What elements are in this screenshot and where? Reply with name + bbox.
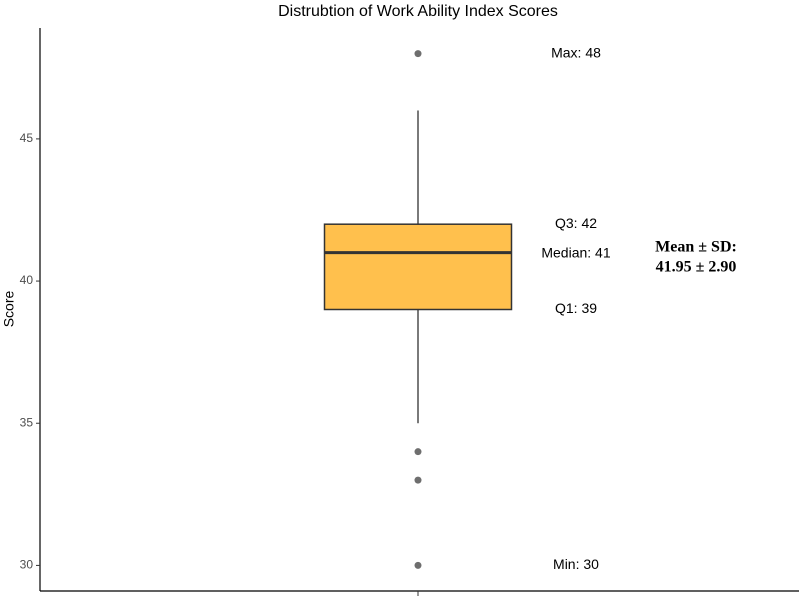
chart-title: Distrubtion of Work Ability Index Scores	[278, 3, 558, 20]
annotation: Median: 41	[541, 244, 610, 260]
outlier	[414, 448, 422, 456]
y-tick-label: 40	[20, 273, 34, 287]
annotation: Max: 48	[551, 44, 601, 60]
y-tick-label: 45	[20, 131, 34, 145]
annotation: Q3: 42	[555, 215, 597, 231]
outlier	[414, 561, 422, 569]
annotation: Min: 30	[553, 556, 599, 572]
y-tick-label: 30	[20, 558, 34, 572]
stats-label: 41.95 ± 2.90	[656, 259, 737, 276]
y-tick-label: 35	[20, 415, 34, 429]
annotation: Q1: 39	[555, 300, 597, 316]
stats-label: Mean ± SD:	[655, 239, 737, 256]
outlier	[414, 50, 422, 58]
outlier	[414, 476, 422, 484]
box	[323, 223, 513, 311]
y-axis-label: Score	[1, 291, 17, 328]
